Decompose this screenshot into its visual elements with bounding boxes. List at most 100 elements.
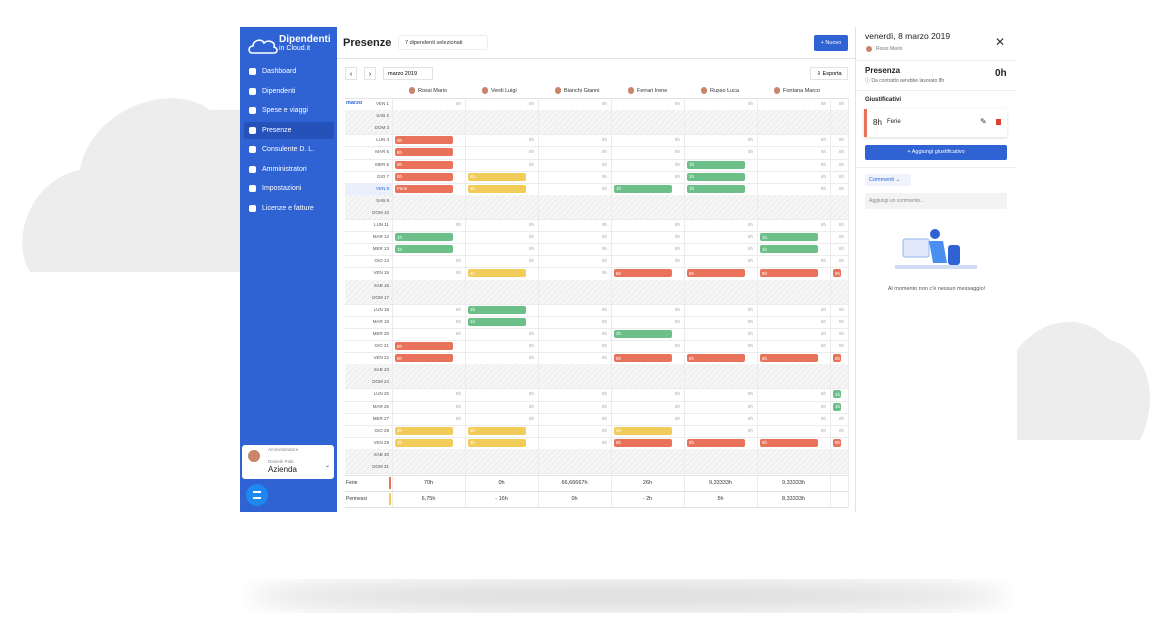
cell-hours[interactable]: 8h — [455, 258, 461, 264]
cell-hours[interactable]: 8h — [820, 415, 826, 421]
cell-hours[interactable]: 8h — [820, 222, 826, 227]
cell-bar[interactable]: 4h — [468, 172, 526, 181]
cell-bar[interactable]: 8h — [395, 136, 453, 145]
cell-bar[interactable]: 1h — [687, 160, 745, 169]
cell-hours[interactable]: 8h — [601, 330, 607, 336]
cell-hours[interactable]: 8h — [601, 427, 607, 433]
cell-hours[interactable]: 8h — [528, 101, 534, 106]
cell-bar[interactable]: 8h — [833, 438, 841, 447]
cell-bar[interactable]: 8h — [760, 438, 818, 447]
cell-bar[interactable]: 8h — [614, 269, 672, 278]
cell-hours[interactable]: 8h — [747, 330, 753, 336]
cell-hours[interactable]: 8h — [820, 258, 826, 264]
cell-hours[interactable]: 8h — [528, 343, 534, 348]
cell-hours[interactable]: 8h — [838, 343, 844, 348]
cell-hours[interactable]: 8h — [838, 258, 844, 264]
cell-hours[interactable]: 8h — [820, 173, 826, 179]
cell-hours[interactable]: 8h — [528, 258, 534, 264]
cell-hours[interactable]: 8h — [838, 161, 844, 167]
cell-hours[interactable]: 8h — [674, 415, 680, 421]
cell-hours[interactable]: 8h — [838, 137, 844, 143]
cell-hours[interactable]: 8h — [820, 427, 826, 433]
cell-hours[interactable]: 8h — [528, 355, 534, 361]
cell-hours[interactable]: 8h — [820, 185, 826, 191]
menu-button[interactable] — [246, 484, 268, 506]
cell-bar[interactable]: 1h — [395, 233, 453, 242]
cell-hours[interactable]: 8h — [820, 343, 826, 348]
next-button[interactable]: › — [364, 67, 376, 80]
cell-hours[interactable]: 8h — [674, 137, 680, 143]
cell-hours[interactable]: 8h — [747, 306, 753, 312]
cell-bar[interactable]: 8h — [614, 354, 672, 363]
cell-hours[interactable]: 8h — [528, 149, 534, 155]
cell-hours[interactable]: 8h — [455, 403, 461, 409]
cell-hours[interactable]: 8h — [601, 234, 607, 240]
cell-hours[interactable]: 8h — [601, 246, 607, 252]
edit-icon[interactable]: ✎ — [980, 117, 987, 126]
cell-hours[interactable]: 8h — [747, 391, 753, 397]
cell-bar[interactable]: 4h — [614, 426, 672, 435]
cell-hours[interactable]: 8h — [455, 330, 461, 336]
cell-hours[interactable]: 8h — [838, 173, 844, 179]
cell-hours[interactable]: 8h — [601, 403, 607, 409]
cell-hours[interactable]: 8h — [674, 318, 680, 324]
cell-hours[interactable]: 8h — [747, 246, 753, 252]
cell-hours[interactable]: 8h — [674, 258, 680, 264]
cell-bar[interactable]: 8h — [395, 172, 453, 181]
cell-hours[interactable]: 8h — [747, 258, 753, 264]
cell-hours[interactable]: 8h — [601, 137, 607, 143]
cell-hours[interactable]: 8h — [601, 343, 607, 348]
cell-bar[interactable]: 8h — [760, 354, 818, 363]
menu-item[interactable]: Dashboard — [244, 63, 334, 80]
month-selector[interactable]: marzo 2019 — [383, 67, 433, 80]
cell-bar[interactable]: 4h — [395, 426, 453, 435]
cell-hours[interactable]: 8h — [455, 391, 461, 397]
cell-hours[interactable]: 8h — [601, 185, 607, 191]
menu-item[interactable]: Consulente D. L. — [244, 141, 334, 158]
cell-hours[interactable]: 8h — [528, 391, 534, 397]
cell-hours[interactable]: 8h — [747, 343, 753, 348]
cell-bar[interactable]: 8h — [687, 438, 745, 447]
cell-hours[interactable]: 8h — [674, 101, 680, 106]
cell-hours[interactable]: 8h — [601, 355, 607, 361]
export-button[interactable]: ⇩ Esporta — [810, 67, 848, 80]
cell-hours[interactable]: 8h — [455, 306, 461, 312]
cell-hours[interactable]: 8h — [674, 161, 680, 167]
cell-bar[interactable]: 8h — [687, 269, 745, 278]
cell-hours[interactable]: 8h — [820, 391, 826, 397]
cell-hours[interactable]: 8h — [528, 234, 534, 240]
cell-hours[interactable]: 8h — [674, 246, 680, 252]
cell-hours[interactable]: 8h — [838, 415, 844, 421]
comment-input[interactable]: Aggiungi un commento... — [865, 193, 1007, 209]
cell-hours[interactable]: 8h — [838, 234, 844, 240]
cell-hours[interactable]: 8h — [601, 101, 607, 106]
cell-hours[interactable]: 8h — [674, 403, 680, 409]
cell-bar[interactable]: 1h — [395, 245, 453, 254]
cell-bar[interactable]: 8h — [760, 269, 818, 278]
cell-bar[interactable]: 2h — [614, 329, 672, 338]
cell-bar[interactable]: 1h — [687, 172, 745, 181]
cell-hours[interactable]: 8h — [601, 149, 607, 155]
cell-bar[interactable]: 8h — [395, 160, 453, 169]
cell-hours[interactable]: 8h — [747, 234, 753, 240]
cell-bar[interactable]: 1h — [760, 233, 818, 242]
cell-bar[interactable]: 1h — [833, 390, 841, 399]
cell-bar[interactable]: 8h — [395, 354, 453, 363]
cell-bar[interactable]: 8h — [395, 342, 453, 351]
cell-hours[interactable]: 8h — [528, 403, 534, 409]
cell-hours[interactable]: 8h — [674, 149, 680, 155]
cell-hours[interactable]: 8h — [820, 149, 826, 155]
cell-bar[interactable]: 1h — [468, 305, 526, 314]
cell-hours[interactable]: 8h — [601, 270, 607, 276]
employee-selector[interactable]: 7 dipendenti selezionati — [398, 35, 488, 50]
cell-bar[interactable]: 4h — [468, 438, 526, 447]
cell-hours[interactable]: 8h — [674, 222, 680, 227]
user-card[interactable]: Amministratore Daniele Patti Azienda ⌄ — [242, 445, 334, 479]
cell-hours[interactable]: 8h — [674, 234, 680, 240]
cell-hours[interactable]: 8h — [747, 318, 753, 324]
cell-hours[interactable]: 8h — [455, 101, 461, 106]
cell-hours[interactable]: 8h — [455, 318, 461, 324]
cell-hours[interactable]: 8h — [528, 330, 534, 336]
delete-icon[interactable] — [996, 119, 1001, 125]
cell-hours[interactable]: 8h — [820, 101, 826, 106]
